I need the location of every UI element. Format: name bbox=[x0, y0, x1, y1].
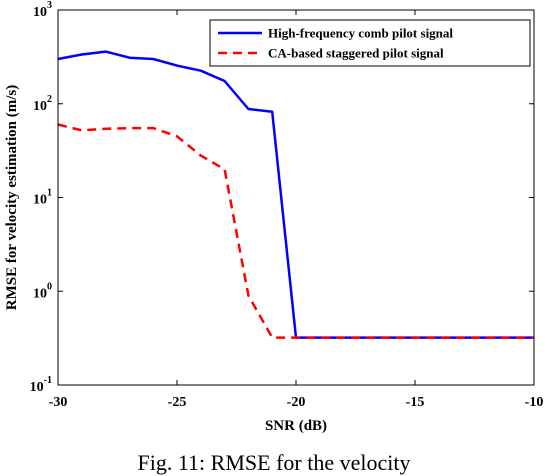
y-tick-label: 100 bbox=[33, 281, 52, 301]
x-tick-label: -20 bbox=[287, 395, 306, 410]
x-tick-label: -30 bbox=[49, 395, 68, 410]
y-tick-label: 101 bbox=[33, 188, 52, 208]
figure-caption: Fig. 11: RMSE for the velocity bbox=[137, 450, 411, 475]
legend-label-2: CA-based staggered pilot signal bbox=[268, 46, 444, 61]
x-axis-label: SNR (dB) bbox=[265, 418, 327, 434]
legend-box bbox=[209, 19, 531, 67]
ticks-layer: -30 -25 -20 -15 -10 10-1 100 101 102 103 bbox=[30, 0, 544, 410]
series-layer bbox=[57, 50, 534, 339]
y-axis-label: RMSE for velocity estimation (m/s) bbox=[4, 85, 20, 311]
series-line-2 bbox=[57, 123, 534, 339]
chart: -30 -25 -20 -15 -10 10-1 100 101 102 103 SNR (dB)… bbox=[4, 0, 544, 434]
y-tick-label: 103 bbox=[33, 0, 52, 20]
y-tick-label: 10-1 bbox=[30, 375, 52, 395]
series-line-1 bbox=[57, 50, 534, 339]
x-tick-label: -15 bbox=[406, 395, 425, 410]
legend-label-1: High-frequency comb pilot signal bbox=[268, 26, 453, 41]
x-tick-label: -25 bbox=[168, 395, 187, 410]
x-tick-label: -10 bbox=[525, 395, 544, 410]
y-tick-label: 102 bbox=[33, 94, 52, 114]
legend: High-frequency comb pilot signal CA-based… bbox=[209, 19, 531, 67]
